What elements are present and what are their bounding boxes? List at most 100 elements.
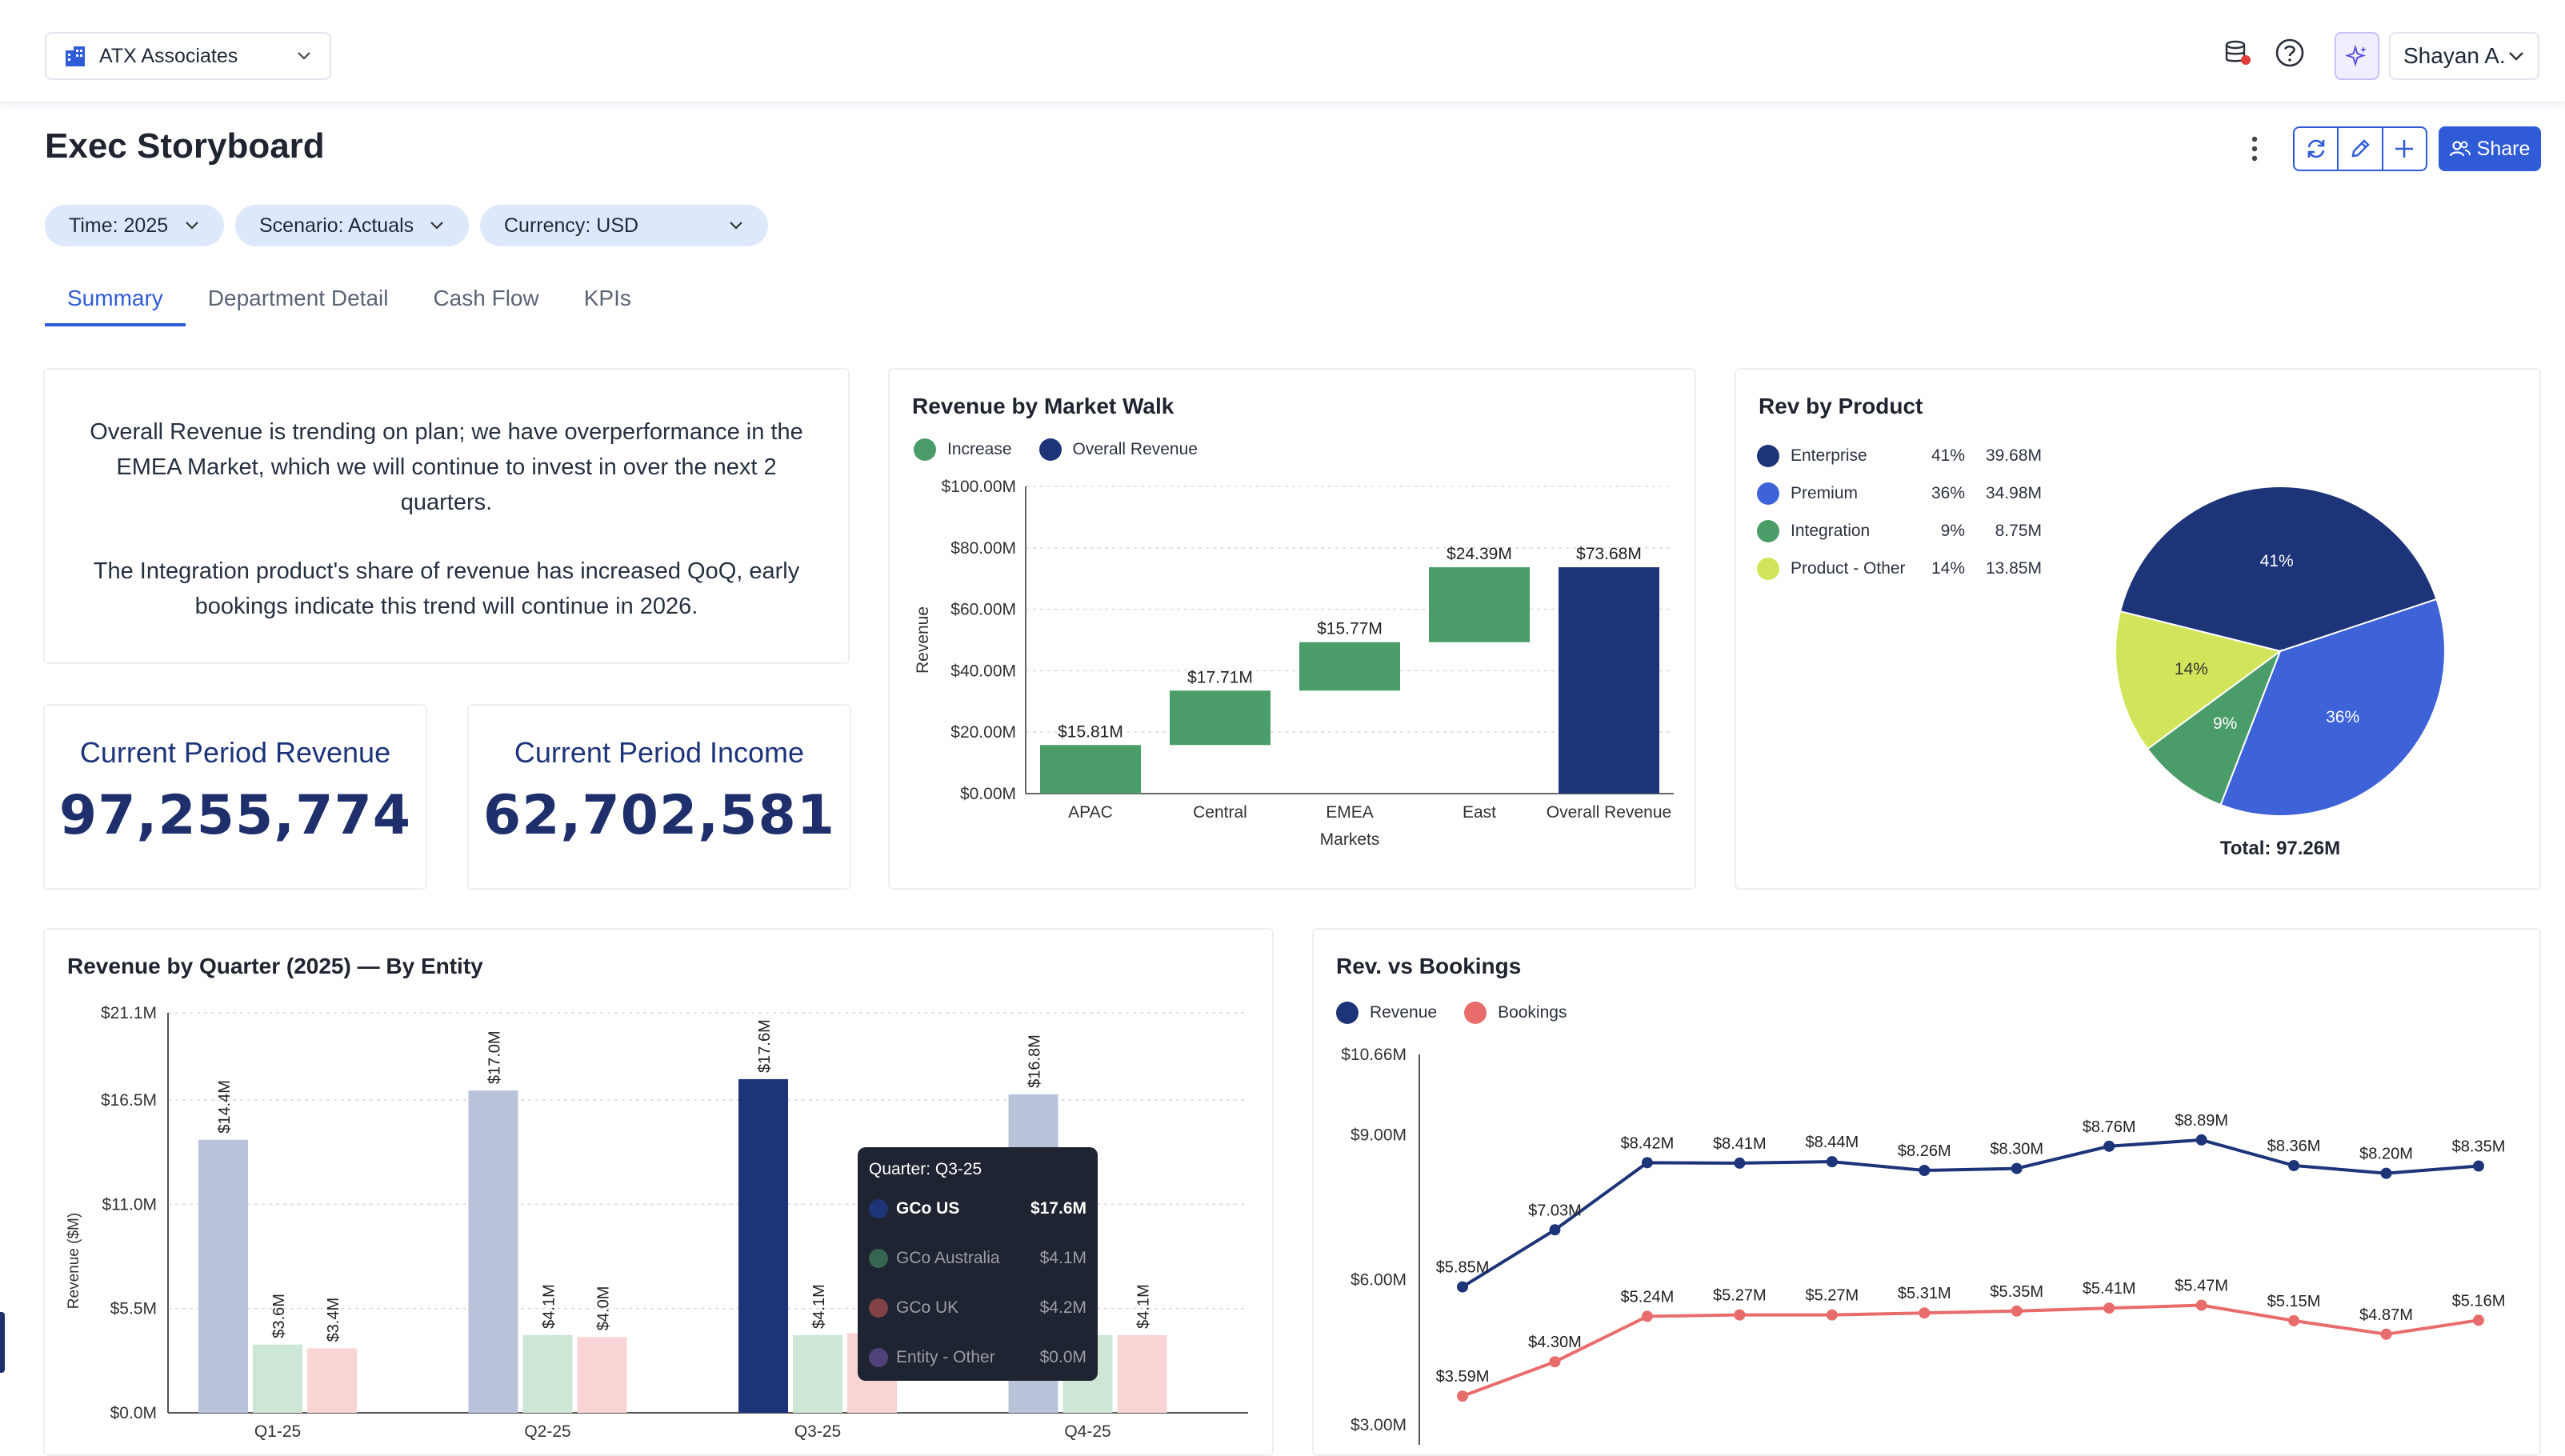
data-label: $17.71M bbox=[1187, 668, 1253, 686]
legend-item[interactable]: Product - Other 14% 13.85M bbox=[1757, 550, 2042, 587]
data-point bbox=[1919, 1164, 1931, 1176]
waterfall-bar bbox=[1559, 567, 1659, 794]
tab-kpis[interactable]: KPIs bbox=[583, 286, 631, 310]
tooltip-row: Entity - Other $0.0M bbox=[869, 1346, 1086, 1370]
y-tick-label: $10.66M bbox=[1341, 1046, 1407, 1064]
pie-slice bbox=[2119, 486, 2438, 653]
data-point bbox=[1919, 1307, 1931, 1319]
data-label: $4.0M bbox=[595, 1286, 613, 1331]
legend-swatch bbox=[1757, 444, 1779, 467]
help-icon[interactable] bbox=[2274, 37, 2306, 69]
share-label: Share bbox=[2476, 137, 2531, 160]
legend-pct: 14% bbox=[1931, 558, 1965, 578]
tooltip-row: GCo US $17.6M bbox=[869, 1197, 1086, 1221]
legend-item-revenue[interactable]: Revenue bbox=[1336, 1002, 1437, 1024]
data-point bbox=[1826, 1309, 1838, 1321]
legend-name: Product - Other bbox=[1791, 558, 1906, 578]
data-label: $7.03M bbox=[1528, 1202, 1582, 1219]
narrative-paragraph-1: Overall Revenue is trending on plan; we … bbox=[90, 419, 803, 515]
user-menu[interactable]: Shayan A. bbox=[2389, 32, 2539, 80]
filter-scenario[interactable]: Scenario: Actuals bbox=[235, 205, 469, 246]
data-label: $8.20M bbox=[2359, 1146, 2413, 1163]
filter-time[interactable]: Time: 2025 bbox=[45, 205, 224, 246]
tab-cash-flow[interactable]: Cash Flow bbox=[433, 286, 539, 310]
tab-bar: Summary Department Detail Cash Flow KPIs bbox=[45, 280, 654, 326]
tooltip-row-name: GCo Australia bbox=[896, 1249, 1000, 1267]
data-point bbox=[2011, 1305, 2023, 1317]
refresh-button[interactable] bbox=[2295, 128, 2339, 170]
filter-time-label: Time: 2025 bbox=[69, 214, 169, 237]
legend-label: Bookings bbox=[1498, 1003, 1567, 1022]
data-point bbox=[2473, 1160, 2484, 1172]
refresh-icon bbox=[2307, 139, 2324, 158]
data-point bbox=[1457, 1281, 1468, 1293]
y-axis-label: Revenue bbox=[914, 606, 932, 674]
edit-button[interactable] bbox=[2339, 128, 2383, 170]
bar bbox=[793, 1334, 842, 1413]
side-panel-handle[interactable] bbox=[0, 1312, 5, 1373]
filter-currency[interactable]: Currency: USD bbox=[480, 205, 768, 246]
ai-assistant-button[interactable] bbox=[2335, 32, 2379, 80]
tab-summary[interactable]: Summary bbox=[45, 280, 186, 326]
data-label: $17.0M bbox=[486, 1030, 504, 1084]
legend-item[interactable]: Enterprise 41% 39.68M bbox=[1757, 437, 2042, 474]
data-point bbox=[2380, 1328, 2392, 1340]
bar bbox=[738, 1078, 788, 1413]
data-label: $5.27M bbox=[1713, 1287, 1767, 1305]
pie-slice bbox=[2219, 598, 2446, 817]
chart-legend: Revenue Bookings bbox=[1336, 1002, 1567, 1024]
data-label: $5.15M bbox=[2267, 1293, 2321, 1310]
share-button[interactable]: Share bbox=[2439, 126, 2541, 171]
kpi-card-income: Current Period Income 62,702,581 bbox=[467, 704, 851, 890]
more-options-icon[interactable] bbox=[2245, 133, 2264, 165]
y-axis-label: Revenue ($M) bbox=[66, 1213, 82, 1309]
data-point bbox=[2195, 1299, 2207, 1311]
tooltip-row: GCo Australia $4.1M bbox=[869, 1246, 1086, 1270]
data-label: $4.1M bbox=[541, 1284, 558, 1329]
legend-label: Revenue bbox=[1370, 1003, 1438, 1022]
database-alert-icon[interactable] bbox=[2221, 37, 2253, 69]
narrative-card: Overall Revenue is trending on plan; we … bbox=[43, 368, 850, 664]
data-label: $17.6M bbox=[756, 1019, 774, 1073]
waterfall-bar bbox=[1299, 642, 1400, 691]
x-axis-label: Markets bbox=[1320, 830, 1380, 849]
legend-item[interactable]: Premium 36% 34.98M bbox=[1757, 474, 2042, 512]
y-tick-label: $0.00M bbox=[960, 785, 1016, 803]
x-tick-label: Overall Revenue bbox=[1547, 803, 1671, 822]
add-button[interactable] bbox=[2383, 128, 2426, 170]
pie-total: Total: 97.26M bbox=[2220, 838, 2340, 859]
waterfall-chart: $0.00M $20.00M $40.00M $60.00M $80.00M $100.0… bbox=[914, 478, 1674, 849]
chevron-down-icon bbox=[2509, 52, 2523, 61]
legend-item-overall-revenue[interactable]: Overall Revenue bbox=[1038, 438, 1198, 461]
bar bbox=[253, 1344, 302, 1413]
data-point bbox=[2011, 1162, 2023, 1174]
org-name: ATX Associates bbox=[99, 44, 238, 67]
bar bbox=[1117, 1334, 1167, 1413]
slice-label: 14% bbox=[2175, 660, 2208, 678]
users-icon bbox=[2449, 141, 2471, 157]
tab-department-detail[interactable]: Department Detail bbox=[207, 286, 389, 310]
data-point bbox=[1549, 1224, 1561, 1236]
legend-item[interactable]: Integration 9% 8.75M bbox=[1757, 512, 2042, 550]
bar bbox=[577, 1337, 627, 1413]
org-selector[interactable]: ATX Associates bbox=[45, 32, 331, 80]
page-title: Exec Storyboard bbox=[45, 126, 325, 166]
legend-item-increase[interactable]: Increase bbox=[914, 438, 1012, 461]
tooltip-row-value: $0.0M bbox=[1039, 1348, 1086, 1366]
data-label: $15.77M bbox=[1317, 620, 1383, 638]
legend-label: Increase bbox=[947, 440, 1012, 458]
x-tick-label: Q1-25 bbox=[254, 1422, 301, 1441]
tooltip-row-name: Entity - Other bbox=[896, 1348, 995, 1366]
bar bbox=[468, 1090, 518, 1413]
plus-icon bbox=[2395, 140, 2414, 158]
data-label: $16.8M bbox=[1026, 1034, 1044, 1088]
data-label: $8.89M bbox=[2175, 1112, 2228, 1130]
tooltip-row-value: $4.1M bbox=[1039, 1249, 1086, 1267]
legend-value: 34.98M bbox=[1985, 483, 2042, 502]
filter-currency-label: Currency: USD bbox=[504, 214, 639, 237]
legend-item-bookings[interactable]: Bookings bbox=[1464, 1002, 1567, 1024]
line-chart: $3.00M $6.00M $9.00M $10.66M $5.85M $7.03M $8.… bbox=[1341, 1046, 2505, 1445]
data-point bbox=[2103, 1302, 2115, 1314]
y-tick-label: $20.00M bbox=[950, 723, 1016, 742]
sparkle-icon bbox=[2345, 44, 2367, 67]
